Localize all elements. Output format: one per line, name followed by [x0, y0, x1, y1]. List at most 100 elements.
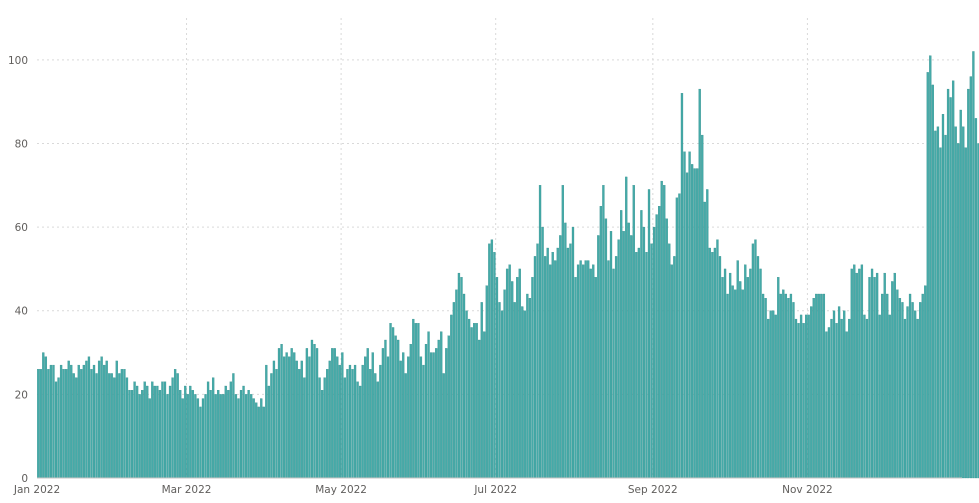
- bar[interactable]: [865, 318, 869, 479]
- bar[interactable]: [713, 247, 717, 479]
- bar[interactable]: [163, 381, 167, 479]
- bar[interactable]: [445, 348, 448, 479]
- bar[interactable]: [457, 272, 461, 479]
- bar[interactable]: [255, 402, 258, 479]
- bar[interactable]: [812, 298, 815, 479]
- bar[interactable]: [348, 364, 352, 479]
- bar[interactable]: [485, 285, 488, 479]
- bar[interactable]: [313, 344, 316, 479]
- bar[interactable]: [959, 109, 962, 479]
- bar[interactable]: [181, 398, 184, 479]
- bar[interactable]: [723, 268, 727, 479]
- bar[interactable]: [318, 377, 321, 479]
- bar[interactable]: [381, 348, 385, 479]
- bar[interactable]: [951, 80, 955, 479]
- bar[interactable]: [480, 302, 483, 479]
- bar[interactable]: [290, 348, 293, 479]
- bar[interactable]: [837, 306, 841, 479]
- bar[interactable]: [156, 385, 159, 479]
- bar[interactable]: [118, 373, 121, 479]
- bar[interactable]: [521, 306, 524, 479]
- bar[interactable]: [49, 364, 53, 479]
- bar[interactable]: [404, 373, 407, 479]
- bar[interactable]: [105, 360, 108, 479]
- bar[interactable]: [794, 318, 798, 479]
- bar[interactable]: [543, 256, 547, 479]
- bar[interactable]: [969, 76, 973, 479]
- bar[interactable]: [275, 369, 278, 479]
- bar[interactable]: [265, 364, 268, 479]
- bar[interactable]: [295, 360, 298, 479]
- bar[interactable]: [138, 394, 141, 479]
- bar[interactable]: [336, 356, 339, 479]
- bar[interactable]: [625, 176, 628, 479]
- bar[interactable]: [234, 394, 238, 479]
- bar[interactable]: [331, 348, 334, 479]
- bar[interactable]: [581, 264, 585, 479]
- bar[interactable]: [323, 377, 326, 479]
- bar[interactable]: [224, 385, 227, 479]
- bar[interactable]: [536, 243, 539, 479]
- bar[interactable]: [863, 314, 866, 479]
- bar[interactable]: [87, 356, 91, 479]
- bar[interactable]: [37, 369, 40, 479]
- bar[interactable]: [934, 130, 937, 479]
- bar[interactable]: [204, 394, 207, 479]
- bar[interactable]: [422, 364, 425, 479]
- bar[interactable]: [875, 272, 879, 479]
- bar[interactable]: [409, 344, 412, 479]
- bar[interactable]: [660, 180, 663, 479]
- bar[interactable]: [886, 293, 889, 479]
- bar[interactable]: [511, 281, 514, 479]
- bar[interactable]: [584, 260, 587, 479]
- bar[interactable]: [72, 373, 75, 479]
- bar[interactable]: [450, 314, 453, 479]
- bar[interactable]: [432, 352, 435, 479]
- bar[interactable]: [908, 293, 912, 479]
- bar[interactable]: [627, 222, 630, 479]
- bar[interactable]: [232, 373, 235, 479]
- bar[interactable]: [308, 356, 311, 479]
- bar[interactable]: [531, 277, 534, 479]
- bar[interactable]: [589, 268, 592, 479]
- bar[interactable]: [579, 260, 582, 479]
- bar[interactable]: [429, 352, 433, 479]
- bar[interactable]: [688, 151, 691, 479]
- bar[interactable]: [42, 352, 45, 479]
- bar[interactable]: [597, 235, 600, 479]
- bar[interactable]: [113, 377, 116, 479]
- bar[interactable]: [252, 398, 255, 479]
- bar[interactable]: [850, 268, 853, 479]
- bar[interactable]: [663, 185, 666, 479]
- bar[interactable]: [825, 331, 828, 479]
- bar[interactable]: [194, 394, 197, 479]
- bar[interactable]: [754, 239, 757, 479]
- bar[interactable]: [561, 185, 564, 479]
- bar[interactable]: [769, 310, 772, 479]
- bar[interactable]: [939, 147, 942, 479]
- bar[interactable]: [642, 226, 646, 479]
- bar[interactable]: [328, 360, 331, 479]
- bar[interactable]: [166, 394, 169, 479]
- bar[interactable]: [186, 394, 189, 479]
- bar[interactable]: [310, 339, 314, 479]
- bar[interactable]: [592, 264, 595, 479]
- bar[interactable]: [305, 348, 309, 479]
- bar[interactable]: [184, 385, 187, 479]
- bar[interactable]: [617, 239, 620, 479]
- bar[interactable]: [414, 323, 418, 479]
- bar[interactable]: [214, 394, 217, 479]
- bar[interactable]: [574, 277, 577, 479]
- bar[interactable]: [44, 356, 48, 479]
- bar[interactable]: [832, 310, 836, 479]
- bar[interactable]: [848, 318, 851, 479]
- bar[interactable]: [734, 289, 737, 479]
- bar[interactable]: [739, 281, 742, 479]
- bar[interactable]: [919, 302, 922, 479]
- bar[interactable]: [219, 394, 222, 479]
- bar[interactable]: [442, 373, 445, 479]
- bar[interactable]: [835, 323, 838, 479]
- bar[interactable]: [424, 344, 428, 479]
- bar[interactable]: [341, 352, 344, 479]
- bar[interactable]: [211, 377, 215, 479]
